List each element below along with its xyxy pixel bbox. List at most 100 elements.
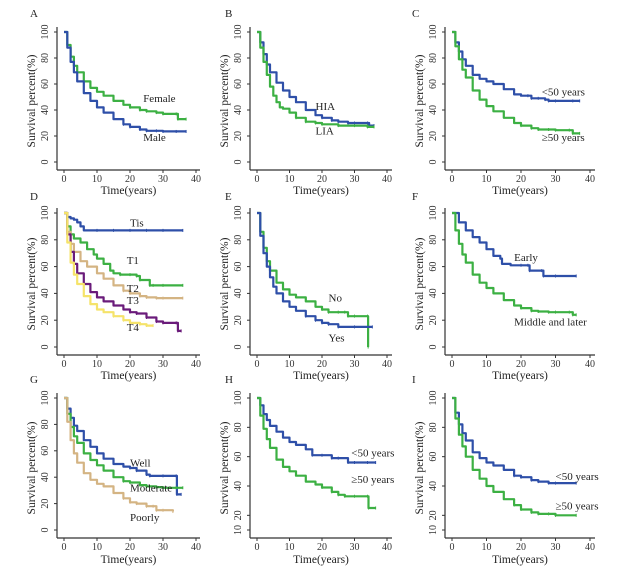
y-tick-label: 100 [428,391,439,406]
x-tick-label: 40 [382,174,392,185]
series-annotation: <50 years [542,87,585,99]
y-axis-title: Survival percent(%) [26,237,38,330]
x-tick-label: 20 [516,174,526,185]
y-tick-label: 40 [428,481,439,491]
panel-i: I 10 20 40 60 80 100 0 10 20 30 40 Time(years) Surviv… [412,374,599,566]
y-tick-label: 40 [40,472,51,482]
series-annotation: No [329,292,343,304]
y-tick-label: 80 [40,235,51,245]
y-tick-label: 20 [40,499,51,509]
panel-a: A 0 20 40 60 80 100 0 10 20 30 40 Time(years) Surviva… [26,8,201,197]
series-line-t4 [64,211,154,327]
x-tick-label: 40 [191,174,201,185]
x-tick-label: 10 [92,359,102,370]
x-tick-label: 10 [285,174,295,185]
y-tick-label: 40 [233,288,244,298]
y-axis-title: Survival percent(%) [26,54,38,147]
y-axis-title: Survival percent(%) [219,54,231,147]
x-tick-label: 10 [92,174,102,185]
panel-label: H [225,374,233,386]
y-tick-label: 60 [233,452,244,462]
panel-d: D 0 20 40 60 80 100 0 10 20 30 40 Time(years) Surviva… [26,191,201,382]
y-tick-label: 0 [40,160,51,165]
x-tick-label: 40 [382,542,392,553]
series-annotation: T3 [127,295,140,307]
y-tick-label: 40 [40,105,51,115]
x-tick-label: 10 [285,359,295,370]
y-tick-label: 20 [40,315,51,325]
y-tick-label: 100 [233,391,244,406]
series-line-50-years [452,396,577,517]
x-axis-title: Time(years) [492,370,548,382]
y-tick-label: 20 [428,131,439,141]
x-tick-label: 20 [317,359,327,370]
series-annotation: Middle and later [514,317,587,329]
series-line-50-years [452,30,580,135]
series-annotation: LIA [316,126,334,138]
y-tick-label: 60 [40,79,51,89]
series-line-tis [64,211,183,232]
series-annotation: Male [143,132,166,144]
y-tick-label: 80 [428,53,439,63]
x-tick-label: 0 [255,542,260,553]
series-annotation: ≥50 years [556,500,599,512]
y-axis-title: Survival percent(%) [414,237,426,330]
y-tick-label: 100 [428,25,439,40]
y-tick-label: 0 [233,160,244,165]
y-tick-label: 60 [40,262,51,272]
y-tick-label: 100 [233,206,244,221]
y-tick-label: 40 [428,288,439,298]
y-tick-label: 100 [40,206,51,221]
panel-h: H 10 20 40 60 80 100 0 10 20 30 40 Time(years) Surviv… [219,374,394,566]
x-tick-label: 10 [285,542,295,553]
series-annotation: Yes [329,333,345,345]
panel-b: B 0 20 40 60 80 100 0 10 20 30 40 Time(years) Surviva… [219,8,392,197]
panel-label: F [412,191,418,203]
y-axis-title: Survival percent(%) [26,421,38,514]
panel-label: B [225,8,232,20]
y-tick-label: 100 [428,206,439,221]
x-tick-label: 30 [158,359,168,370]
y-tick-label: 100 [40,25,51,40]
y-tick-label: 60 [40,446,51,456]
series-annotation: Poorly [130,512,160,524]
x-tick-label: 20 [317,174,327,185]
x-axis-title: Time(years) [101,185,157,197]
y-tick-label: 80 [233,422,244,432]
x-tick-label: 0 [450,174,455,185]
y-tick-label: 40 [233,481,244,491]
x-axis-title: Time(years) [101,554,157,566]
panel-label: G [30,374,38,386]
panel-f: F 0 20 40 60 80 100 0 10 20 30 40 Time(years) Surviva… [412,191,595,382]
x-tick-label: 10 [92,542,102,553]
x-axis-title: Time(years) [492,554,548,566]
series-line-female [64,30,187,121]
series-line-poorly [64,396,174,512]
x-tick-label: 40 [382,359,392,370]
series-annotation: Moderate [130,483,172,495]
y-tick-label: 80 [233,53,244,63]
panel-g: G 0 20 40 60 80 100 0 10 20 30 40 Time(years) Surviva… [26,374,201,566]
panel-label: A [30,8,38,20]
y-tick-label: 40 [428,105,439,115]
y-tick-label: 60 [233,79,244,89]
x-tick-label: 30 [350,542,360,553]
x-tick-label: 40 [585,359,595,370]
series-annotation: HIA [316,101,336,113]
panel-label: I [412,374,416,386]
panel-e: E 0 20 40 60 80 100 0 10 20 30 40 Time(years) Surviva… [219,191,392,382]
y-tick-label: 60 [233,262,244,272]
y-tick-label: 0 [233,345,244,350]
series-annotation: Well [130,458,151,470]
x-tick-label: 40 [191,542,201,553]
panel-label: E [225,191,232,203]
x-tick-label: 10 [482,174,492,185]
y-tick-label: 60 [428,79,439,89]
y-axis-title: Survival percent(%) [219,421,231,514]
x-tick-label: 10 [482,359,492,370]
y-tick-label: 20 [40,131,51,141]
x-tick-label: 0 [255,174,260,185]
x-tick-label: 0 [255,359,260,370]
series-annotation: T2 [127,283,139,295]
